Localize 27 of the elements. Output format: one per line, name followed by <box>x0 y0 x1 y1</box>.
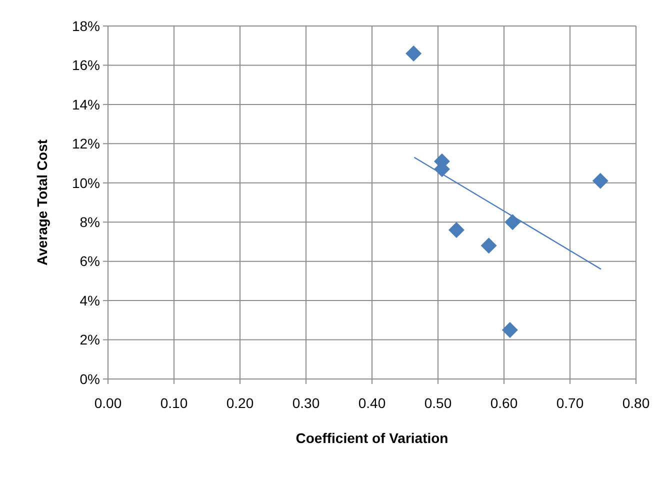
point <box>504 214 521 230</box>
x-tick-label: 0.70 <box>556 395 584 411</box>
point <box>502 322 518 338</box>
point <box>448 222 464 238</box>
x-tick-label: 0.50 <box>424 395 452 411</box>
y-tick-label: 12% <box>72 136 100 152</box>
point <box>592 172 608 189</box>
x-tick-label: 0.60 <box>490 395 518 411</box>
x-tick-label: 0.20 <box>226 395 254 411</box>
y-tick-label: 18% <box>72 18 100 34</box>
x-axis-title: Coefficient of Variation <box>296 430 448 446</box>
x-tick-label: 0.10 <box>160 395 188 411</box>
x-tick-label: 0.80 <box>622 395 650 411</box>
point <box>406 45 422 62</box>
x-tick-label: 0.00 <box>94 395 122 411</box>
y-tick-label: 4% <box>80 292 100 308</box>
y-tick-label: 10% <box>72 174 100 191</box>
y-tick-label: 14% <box>72 96 100 112</box>
x-tick-label: 0.40 <box>358 395 386 411</box>
y-tick-label: 16% <box>72 57 100 74</box>
y-axis-title: Average Total Cost <box>34 139 50 266</box>
y-tick-label: 0% <box>80 370 100 387</box>
x-tick-label: 0.30 <box>292 395 320 411</box>
y-tick-label: 2% <box>80 332 100 348</box>
y-tick-label: 6% <box>80 253 100 270</box>
y-tick-label: 8% <box>80 214 100 230</box>
point <box>480 238 497 254</box>
